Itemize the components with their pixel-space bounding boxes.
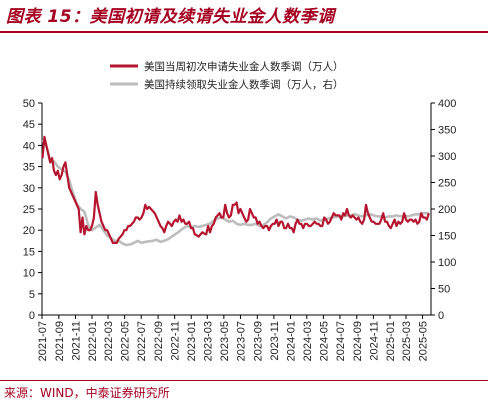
chart-series (41, 135, 430, 247)
x-axis-tick-label: 2022-01 (87, 321, 99, 361)
page-title: 图表 15：美国初请及续请失业金人数季调 (6, 7, 335, 27)
x-axis-tick-label: 2024-07 (335, 321, 347, 361)
left-axis-tick-label: 10 (23, 268, 35, 280)
unemployment-claims-chart: 美国当周初次申请失业金人数季调（万人） 美国持续领取失业金人数季调（万人，右） … (23, 60, 457, 361)
legend-label-initial-claims: 美国当周初次申请失业金人数季调（万人） (144, 60, 344, 73)
x-axis-tick-label: 2024-05 (318, 321, 330, 361)
left-axis-tick-label: 40 (23, 140, 35, 152)
left-axis-tick-label: 20 (23, 225, 35, 237)
x-axis-tick-label: 2024-01 (285, 321, 297, 361)
x-axis-tick-label: 2025-03 (401, 321, 413, 361)
x-axis-tick-label: 2025-05 (418, 321, 430, 361)
left-axis-tick-label: 25 (23, 204, 35, 216)
right-axis-tick-label: 50 (438, 284, 450, 296)
left-axis-tick-label: 45 (23, 119, 35, 131)
x-axis-tick-label: 2023-09 (252, 321, 264, 361)
x-axis-tick-label: 2022-03 (103, 321, 115, 361)
x-axis-tick-label: 2024-11 (368, 321, 380, 361)
x-axis-tick-label: 2021-07 (37, 321, 49, 361)
footer-divider (0, 380, 488, 381)
x-axis-tick-label: 2022-07 (136, 321, 148, 361)
x-axis-tick-label: 2022-11 (170, 321, 182, 361)
x-axis-tick-label: 2023-03 (202, 321, 214, 361)
legend-label-continuing-claims: 美国持续领取失业金人数季调（万人，右） (144, 78, 344, 91)
x-axis-tick-label: 2023-07 (235, 321, 247, 361)
left-axis-tick-label: 5 (29, 289, 35, 301)
right-axis-tick-label: 150 (438, 231, 456, 243)
x-axis-tick-label: 2023-05 (219, 321, 231, 361)
x-axis-tick-label: 2021-11 (70, 321, 82, 361)
series-line-initial-claims (41, 135, 430, 244)
title-divider (0, 31, 488, 33)
left-axis-tick-label: 50 (23, 98, 35, 110)
x-axis-tick-label: 2024-03 (302, 321, 314, 361)
right-axis-tick-label: 200 (438, 204, 456, 216)
source-note: 来源：WIND，中泰证券研究所 (4, 386, 170, 400)
series-line-continuing-claims (41, 139, 429, 247)
left-axis-tick-label: 30 (23, 183, 35, 195)
x-axis-tick-label: 2022-05 (120, 321, 132, 361)
x-axis-tick-label: 2025-01 (385, 321, 397, 361)
x-axis-tick-label: 2023-11 (269, 321, 281, 361)
x-axis-tick-label: 2021-09 (54, 321, 66, 361)
left-axis-tick-label: 35 (23, 162, 35, 174)
chart-legend: 美国当周初次申请失业金人数季调（万人） 美国持续领取失业金人数季调（万人，右） (110, 60, 344, 91)
chart-axes: 0 5 10 15 20 25 30 35 40 45 50 0 50 100 150 200 250 300 35… (23, 98, 457, 361)
x-axis-tick-label: 2023-01 (186, 321, 198, 361)
right-axis-tick-label: 400 (438, 98, 456, 110)
right-axis-tick-label: 250 (438, 178, 456, 190)
x-axis-tick-label: 2022-09 (153, 321, 165, 361)
x-axis-tick-label: 2024-09 (352, 321, 364, 361)
right-axis-tick-label: 100 (438, 257, 456, 269)
right-axis-tick-label: 350 (438, 125, 456, 137)
left-axis-tick-label: 15 (23, 246, 35, 258)
left-axis-tick-label: 0 (29, 310, 35, 322)
right-axis-tick-label: 300 (438, 151, 456, 163)
right-axis-tick-label: 0 (438, 310, 444, 322)
